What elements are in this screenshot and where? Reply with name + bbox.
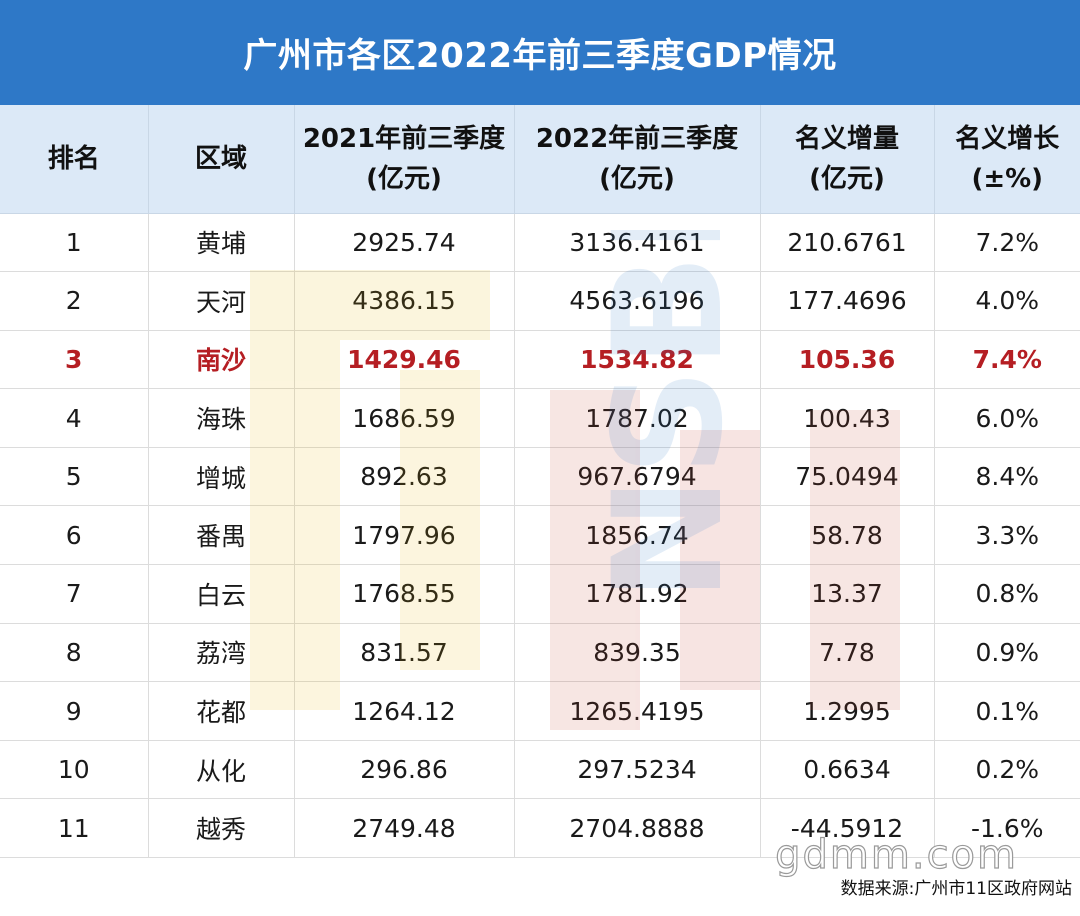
cell-nominal-increase: 210.6761	[760, 213, 935, 273]
cell-rank: 8	[0, 623, 149, 683]
cell-nominal-growth: 0.9%	[934, 623, 1080, 683]
cell-gdp-2021: 296.86	[294, 740, 515, 800]
cell-gdp-2021: 1429.46	[294, 330, 515, 390]
cell-gdp-2021: 2925.74	[294, 213, 515, 273]
cell-nominal-growth: 7.2%	[934, 213, 1080, 273]
cell-district: 花都	[148, 681, 295, 741]
col-header-increase: 名义增量 (亿元)	[760, 105, 935, 214]
table-row: 1 黄埔 2925.74 3136.4161 210.6761 7.2%	[0, 213, 1080, 273]
col-header-2022: 2022年前三季度 (亿元)	[514, 105, 761, 214]
table-row: 8 荔湾 831.57 839.35 7.78 0.9%	[0, 623, 1080, 683]
cell-gdp-2022: 967.6794	[514, 447, 761, 507]
table-row: 6 番禺 1797.96 1856.74 58.78 3.3%	[0, 505, 1080, 566]
cell-gdp-2022: 1534.82	[514, 330, 761, 390]
cell-nominal-growth: 8.4%	[934, 447, 1080, 507]
cell-district: 海珠	[148, 388, 295, 448]
cell-nominal-increase: 7.78	[760, 623, 935, 683]
cell-rank: 5	[0, 447, 149, 507]
cell-gdp-2022: 4563.6196	[514, 271, 761, 331]
cell-district: 从化	[148, 740, 295, 800]
cell-gdp-2021: 831.57	[294, 623, 515, 683]
cell-nominal-growth: 0.2%	[934, 740, 1080, 800]
cell-rank: 3	[0, 330, 149, 390]
cell-rank: 11	[0, 798, 149, 859]
cell-gdp-2021: 1768.55	[294, 564, 515, 624]
cell-gdp-2021: 1797.96	[294, 505, 515, 566]
cell-district: 荔湾	[148, 623, 295, 683]
table-title: 广州市各区2022年前三季度GDP情况	[0, 0, 1080, 105]
data-source-note: 数据来源:广州市11区政府网站	[840, 879, 1072, 899]
cell-nominal-growth: 7.4%	[934, 330, 1080, 390]
table-row: 4 海珠 1686.59 1787.02 100.43 6.0%	[0, 388, 1080, 448]
cell-nominal-growth: 0.8%	[934, 564, 1080, 624]
table-row: 3 南沙 1429.46 1534.82 105.36 7.4%	[0, 330, 1080, 390]
col-header-2021: 2021年前三季度 (亿元)	[294, 105, 515, 214]
cell-gdp-2022: 1787.02	[514, 388, 761, 448]
table-row: 7 白云 1768.55 1781.92 13.37 0.8%	[0, 564, 1080, 624]
cell-gdp-2021: 892.63	[294, 447, 515, 507]
cell-nominal-increase: 1.2995	[760, 681, 935, 741]
cell-nominal-increase: 75.0494	[760, 447, 935, 507]
cell-nominal-growth: -1.6%	[934, 798, 1080, 859]
cell-gdp-2022: 1265.4195	[514, 681, 761, 741]
cell-district: 增城	[148, 447, 295, 507]
cell-gdp-2022: 297.5234	[514, 740, 761, 800]
table-row: 11 越秀 2749.48 2704.8888 -44.5912 -1.6%	[0, 798, 1080, 859]
cell-rank: 4	[0, 388, 149, 448]
cell-rank: 1	[0, 213, 149, 273]
cell-gdp-2021: 4386.15	[294, 271, 515, 331]
cell-nominal-increase: 100.43	[760, 388, 935, 448]
cell-nominal-increase: 13.37	[760, 564, 935, 624]
cell-nominal-growth: 3.3%	[934, 505, 1080, 566]
col-header-district: 区域	[148, 105, 295, 214]
cell-rank: 2	[0, 271, 149, 331]
cell-district: 南沙	[148, 330, 295, 390]
cell-gdp-2021: 1686.59	[294, 388, 515, 448]
cell-nominal-increase: 58.78	[760, 505, 935, 566]
cell-rank: 9	[0, 681, 149, 741]
cell-district: 越秀	[148, 798, 295, 859]
col-header-rank: 排名	[0, 105, 149, 214]
table-row: 10 从化 296.86 297.5234 0.6634 0.2%	[0, 740, 1080, 800]
header-row: 排名 区域 2021年前三季度 (亿元) 2022年前三季度 (亿元) 名义增量 (亿…	[0, 105, 1080, 214]
cell-gdp-2022: 3136.4161	[514, 213, 761, 273]
cell-gdp-2022: 2704.8888	[514, 798, 761, 859]
cell-gdp-2021: 2749.48	[294, 798, 515, 859]
table-row: 9 花都 1264.12 1265.4195 1.2995 0.1%	[0, 681, 1080, 741]
cell-gdp-2022: 1856.74	[514, 505, 761, 566]
cell-nominal-increase: 0.6634	[760, 740, 935, 800]
cell-nominal-growth: 4.0%	[934, 271, 1080, 331]
cell-rank: 7	[0, 564, 149, 624]
cell-rank: 6	[0, 505, 149, 566]
gdp-table: 排名 区域 2021年前三季度 (亿元) 2022年前三季度 (亿元) 名义增量 (亿…	[0, 105, 1080, 859]
cell-district: 番禺	[148, 505, 295, 566]
cell-nominal-growth: 0.1%	[934, 681, 1080, 741]
cell-nominal-growth: 6.0%	[934, 388, 1080, 448]
site-watermark: gdmm.com	[775, 831, 1018, 878]
cell-district: 黄埔	[148, 213, 295, 273]
col-header-growth: 名义增长 (±%)	[934, 105, 1080, 214]
cell-gdp-2021: 1264.12	[294, 681, 515, 741]
cell-district: 天河	[148, 271, 295, 331]
cell-gdp-2022: 1781.92	[514, 564, 761, 624]
cell-nominal-increase: 105.36	[760, 330, 935, 390]
cell-gdp-2022: 839.35	[514, 623, 761, 683]
cell-nominal-increase: -44.5912	[760, 798, 935, 859]
cell-rank: 10	[0, 740, 149, 800]
table-row: 2 天河 4386.15 4563.6196 177.4696 4.0%	[0, 271, 1080, 331]
cell-district: 白云	[148, 564, 295, 624]
cell-nominal-increase: 177.4696	[760, 271, 935, 331]
table-row: 5 增城 892.63 967.6794 75.0494 8.4%	[0, 447, 1080, 507]
